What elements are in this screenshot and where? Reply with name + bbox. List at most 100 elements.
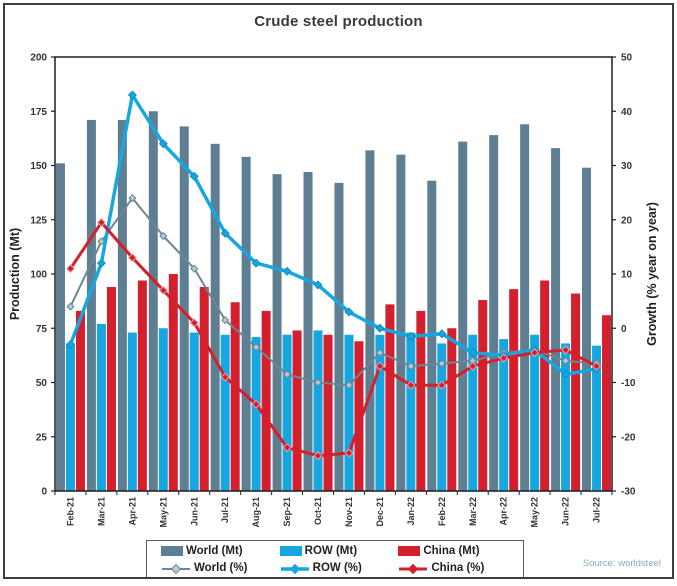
line-china-pct-marker — [344, 448, 354, 458]
line-world-pct-marker — [406, 362, 416, 371]
bar-row — [313, 330, 323, 491]
bar-world — [55, 163, 65, 491]
bar-china — [137, 280, 147, 491]
line-row-pct-marker — [344, 307, 354, 317]
world-bar-swatch-icon — [161, 545, 183, 556]
line-china-pct-marker — [468, 361, 478, 371]
line-world-pct-marker — [128, 193, 137, 203]
bar-world — [458, 141, 468, 491]
bar-china — [106, 287, 116, 491]
china-bar-swatch-icon — [398, 545, 421, 556]
bar-china — [75, 310, 85, 491]
line-china-pct-marker — [282, 443, 292, 453]
bar-china — [478, 300, 488, 491]
bar-world — [241, 156, 251, 491]
bar-china — [416, 310, 426, 491]
legend-item-world-pct: World (%) — [161, 562, 280, 574]
y-left-tick-label: 100 — [30, 270, 47, 281]
line-row-pct-marker — [313, 280, 323, 290]
row-bar-swatch-icon — [279, 545, 302, 556]
bar-world — [148, 111, 158, 491]
x-tick-label: Mar-22 — [468, 497, 478, 526]
bar-row — [282, 334, 292, 491]
y-left-tick-label: 200 — [30, 53, 47, 64]
line-china-pct-marker — [530, 348, 540, 358]
y-right-tick-label: -30 — [621, 487, 636, 498]
y-left-tick-label: 25 — [36, 432, 48, 443]
line-world-pct — [69, 197, 597, 387]
x-tick-label: May-21 — [158, 497, 168, 528]
legend-item-world-mt: World (Mt) — [161, 545, 280, 557]
x-tick-label: Apr-21 — [127, 497, 137, 526]
line-world-pct-marker — [561, 356, 570, 365]
x-tick-label: Nov-21 — [344, 497, 354, 527]
bar-world — [396, 154, 406, 491]
world-line-swatch-icon — [161, 562, 191, 574]
row-line-swatch-icon — [280, 562, 310, 574]
legend-item-row-pct: ROW (%) — [280, 562, 399, 574]
line-china-pct-marker — [561, 345, 571, 355]
bar-row — [220, 334, 230, 491]
line-row-pct-marker — [406, 331, 416, 341]
line-china-pct-marker — [437, 380, 447, 390]
x-tick-label: May-22 — [530, 497, 540, 528]
x-tick-label: Apr-22 — [499, 497, 509, 526]
line-china-pct-marker — [499, 353, 509, 363]
line-row-pct-marker — [282, 266, 292, 276]
bar-china — [292, 330, 302, 491]
bar-china — [571, 293, 581, 491]
line-row-pct-marker — [220, 228, 230, 238]
bar-row — [406, 332, 416, 491]
line-world-pct-marker — [437, 359, 446, 368]
bar-row — [437, 343, 447, 491]
x-tick-label: Oct-21 — [313, 497, 323, 525]
bar-world — [86, 119, 96, 492]
bar-row — [561, 343, 571, 491]
bar-world — [520, 124, 530, 492]
line-row-pct — [68, 93, 597, 377]
bar-china — [230, 302, 240, 491]
line-row-pct-marker — [65, 339, 76, 350]
x-tick-label: Sep-21 — [282, 497, 292, 527]
bar-china — [385, 304, 395, 491]
line-china-pct-marker — [65, 264, 76, 274]
bar-row — [530, 334, 540, 491]
bar-row — [251, 336, 261, 491]
y-left-tick-label: 125 — [30, 215, 47, 226]
line-world-pct-marker — [190, 264, 199, 273]
bar-row — [344, 334, 354, 491]
bar-world — [272, 174, 282, 491]
line-china-pct-marker — [591, 361, 602, 371]
china-line-swatch-icon — [398, 562, 428, 574]
bar-world — [334, 182, 344, 492]
bar-row — [96, 323, 106, 491]
x-tick-label: Jan-22 — [406, 497, 416, 526]
line-china-pct-marker — [406, 380, 416, 390]
line-china-pct-marker — [251, 399, 261, 409]
y-right-tick-label: 0 — [621, 324, 627, 335]
legend-item-row-mt: ROW (Mt) — [279, 545, 399, 557]
bar-row — [375, 334, 385, 491]
x-tick-label: Jun-21 — [189, 497, 199, 526]
bar-world — [117, 119, 127, 492]
legend-item-china-mt: China (Mt) — [398, 545, 517, 557]
bar-china — [323, 334, 333, 491]
x-tick-label: Jul-22 — [592, 497, 602, 523]
bar-china — [509, 289, 519, 491]
line-china-pct-marker — [375, 361, 385, 371]
x-tick-label: Feb-22 — [437, 497, 447, 526]
line-row-pct-marker — [468, 348, 478, 358]
y-left-tick-label: 75 — [36, 324, 48, 335]
line-china-pct-marker — [189, 318, 199, 328]
line-row-pct-marker — [437, 329, 447, 339]
bar-china — [447, 328, 457, 491]
line-china-pct-marker — [158, 285, 168, 295]
line-china-pct-marker — [96, 217, 106, 228]
bar-world — [582, 167, 592, 492]
line-china-pct — [69, 221, 598, 458]
bar-row — [592, 345, 602, 491]
line-row-pct-marker — [189, 171, 199, 181]
bar-row — [158, 328, 168, 491]
legend-label: ROW (%) — [312, 561, 362, 574]
